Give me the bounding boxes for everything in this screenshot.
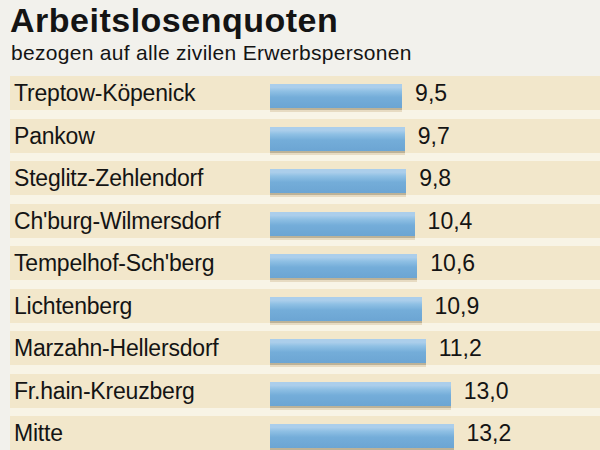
row-separator bbox=[10, 323, 600, 332]
bar bbox=[270, 424, 454, 448]
chart-title: Arbeitslosenquoten bbox=[10, 1, 338, 40]
category-label: Fr.hain-Kreuzberg bbox=[14, 374, 195, 408]
row-separator bbox=[10, 408, 600, 417]
value-label: 9,7 bbox=[418, 119, 450, 153]
bar-row: Fr.hain-Kreuzberg 13,0 bbox=[0, 374, 600, 417]
row-separator bbox=[10, 195, 600, 204]
category-label: Steglitz-Zehlendorf bbox=[14, 161, 203, 195]
category-label: Ch'burg-Wilmersdorf bbox=[14, 204, 220, 238]
bar bbox=[270, 297, 422, 321]
value-label: 9,5 bbox=[415, 76, 447, 110]
category-label: Pankow bbox=[14, 119, 95, 153]
bar-row: Treptow-Köpenick 9,5 bbox=[0, 76, 600, 119]
bar bbox=[270, 212, 415, 236]
bar bbox=[270, 84, 402, 108]
chart: Arbeitslosenquoten bezogen auf alle zivi… bbox=[0, 0, 600, 450]
category-label: Mitte bbox=[14, 416, 63, 450]
value-label: 10,4 bbox=[428, 204, 473, 238]
bar bbox=[270, 127, 405, 151]
value-label: 9,8 bbox=[419, 161, 451, 195]
bar bbox=[270, 339, 426, 363]
bar-row: Ch'burg-Wilmersdorf 10,4 bbox=[0, 204, 600, 247]
bar-rows: Treptow-Köpenick 9,5 Pankow 9,7 Steglitz… bbox=[0, 76, 600, 450]
bar bbox=[270, 382, 451, 406]
bar bbox=[270, 254, 417, 278]
row-separator bbox=[10, 238, 600, 247]
bar-row: Tempelhof-Sch'berg 10,6 bbox=[0, 246, 600, 289]
bar bbox=[270, 169, 406, 193]
row-separator bbox=[10, 280, 600, 289]
row-separator bbox=[10, 110, 600, 119]
value-label: 10,9 bbox=[435, 289, 480, 323]
bar-row: Pankow 9,7 bbox=[0, 119, 600, 162]
category-label: Lichtenberg bbox=[14, 289, 132, 323]
category-label: Treptow-Köpenick bbox=[14, 76, 195, 110]
row-separator bbox=[10, 365, 600, 374]
bar-row: Lichtenberg 10,9 bbox=[0, 289, 600, 332]
row-separator bbox=[10, 153, 600, 162]
bar-row: Mitte 13,2 bbox=[0, 416, 600, 450]
bar-row: Marzahn-Hellersdorf 11,2 bbox=[0, 331, 600, 374]
value-label: 13,2 bbox=[467, 416, 512, 450]
value-label: 10,6 bbox=[430, 246, 475, 280]
category-label: Tempelhof-Sch'berg bbox=[14, 246, 214, 280]
chart-subtitle: bezogen auf alle zivilen Erwerbspersonen bbox=[11, 41, 412, 65]
category-label: Marzahn-Hellersdorf bbox=[14, 331, 219, 365]
value-label: 11,2 bbox=[439, 331, 482, 365]
value-label: 13,0 bbox=[464, 374, 509, 408]
bar-row: Steglitz-Zehlendorf 9,8 bbox=[0, 161, 600, 204]
